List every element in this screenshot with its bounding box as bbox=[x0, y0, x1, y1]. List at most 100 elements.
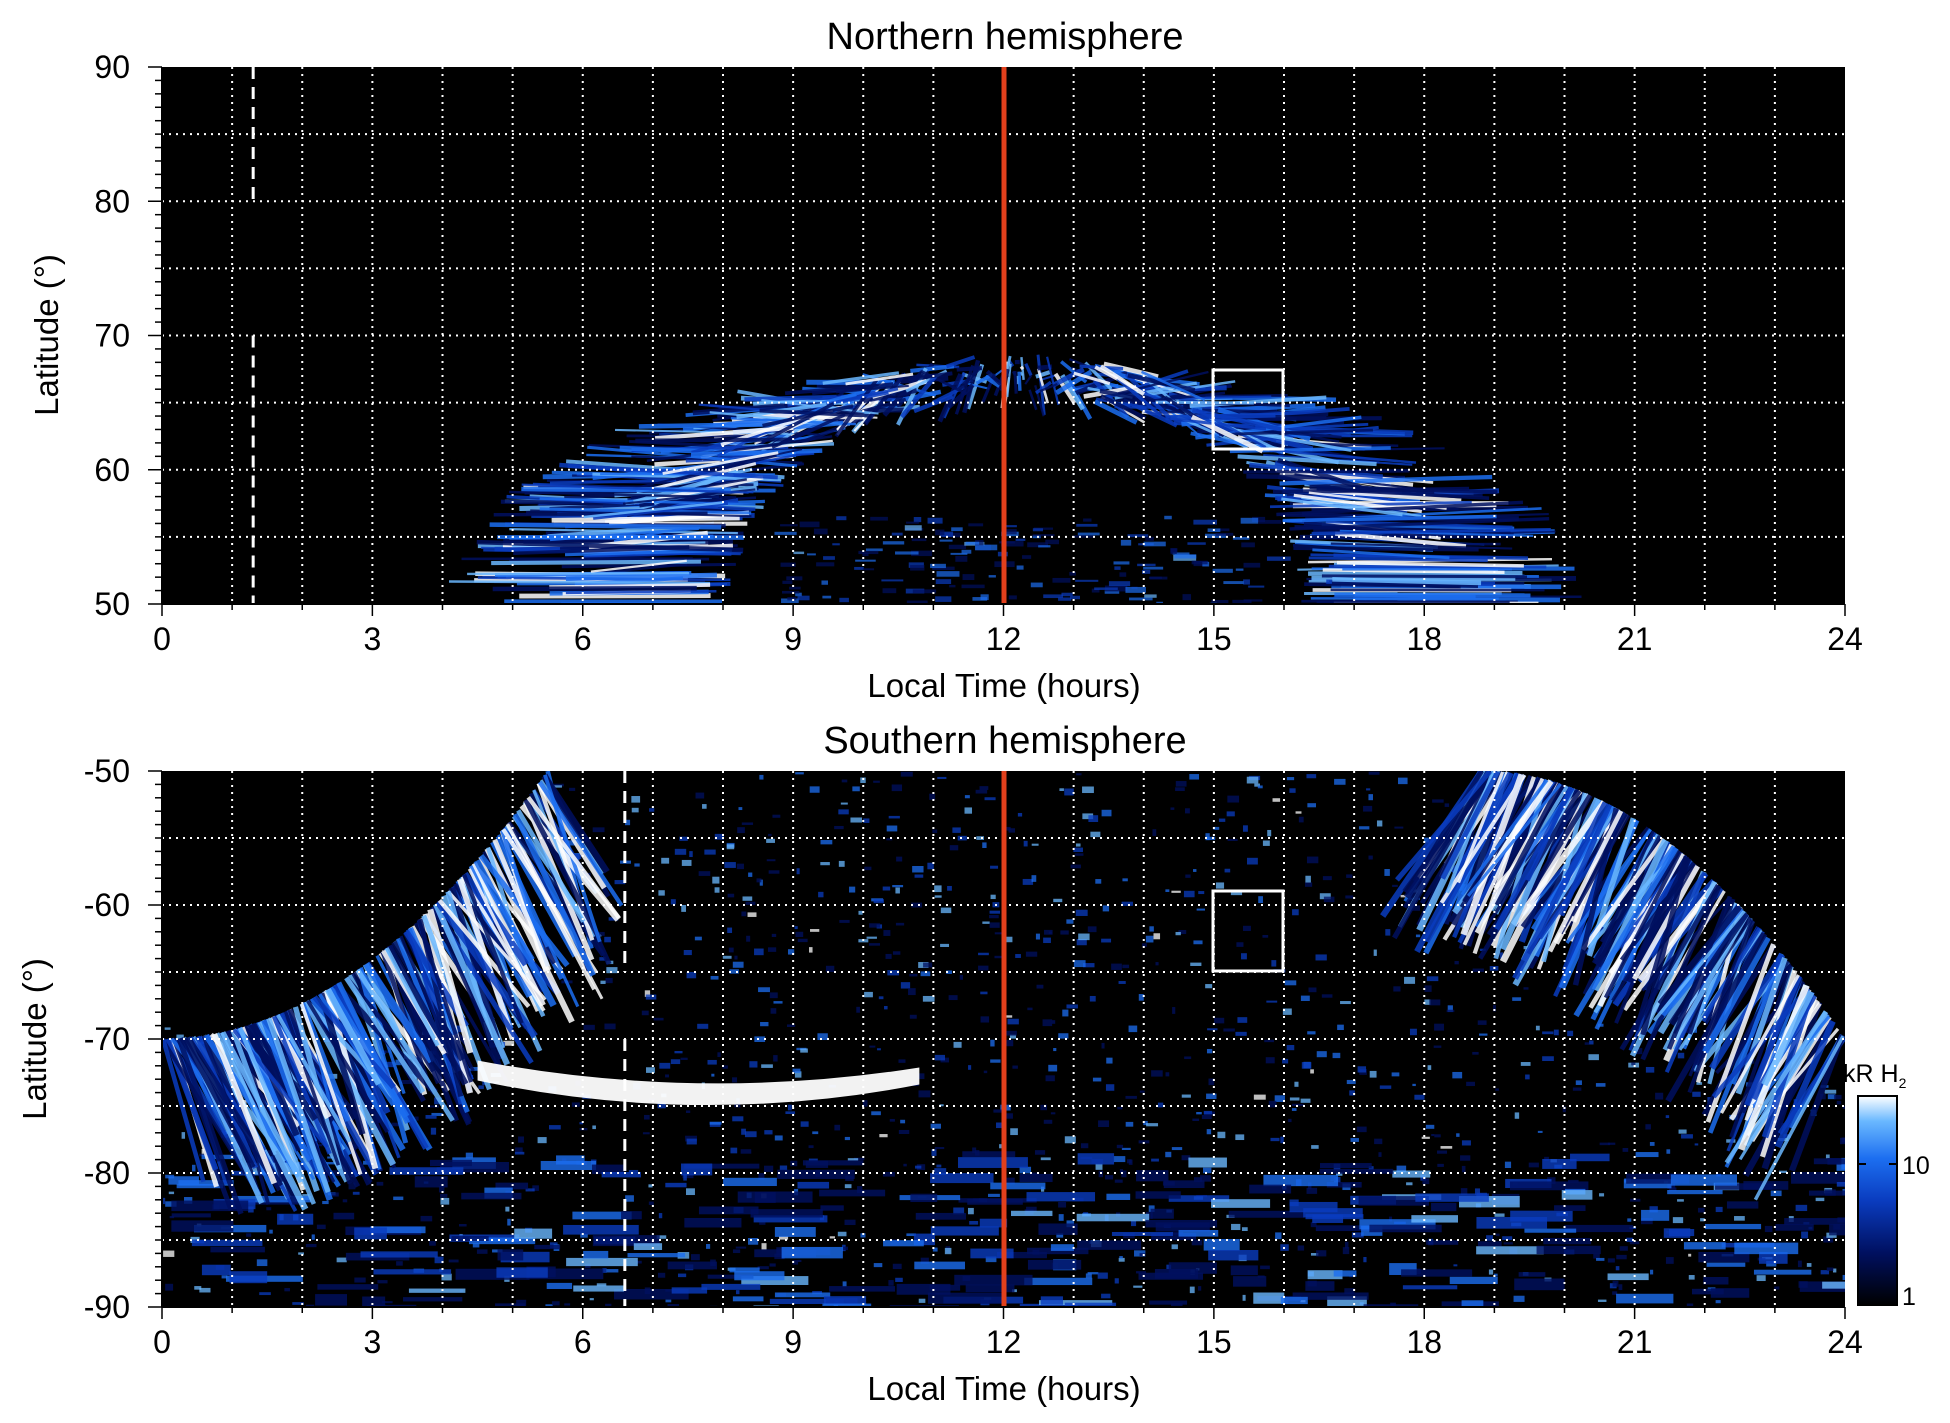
emission-arc bbox=[1477, 1241, 1502, 1247]
emission-speckle bbox=[877, 1048, 881, 1051]
emission-streak bbox=[826, 387, 899, 406]
emission-speckle bbox=[1562, 1106, 1566, 1113]
emission-speckle bbox=[1178, 929, 1187, 935]
emission-speckle bbox=[940, 907, 952, 914]
south-box bbox=[1211, 889, 1285, 973]
emission-arc bbox=[1019, 1173, 1053, 1183]
emission-speckle bbox=[978, 952, 989, 956]
emission-streak bbox=[771, 413, 846, 449]
emission-arc bbox=[1280, 1296, 1308, 1305]
emission-speckle bbox=[1595, 1083, 1606, 1087]
emission-arc bbox=[1155, 1222, 1210, 1232]
emission-patch bbox=[961, 549, 972, 554]
emission-speckle bbox=[1404, 976, 1416, 984]
emission-speckle bbox=[1237, 1017, 1248, 1023]
emission-speckle bbox=[331, 1192, 339, 1197]
emission-speckle bbox=[710, 975, 719, 980]
emission-patch bbox=[1145, 536, 1154, 541]
emission-arc bbox=[1667, 1190, 1723, 1195]
emission-speckle bbox=[892, 951, 901, 955]
emission-speckle bbox=[879, 1134, 888, 1138]
emission-streak bbox=[1073, 371, 1111, 386]
emission-patch bbox=[939, 539, 953, 542]
emission-arc bbox=[741, 1276, 809, 1285]
emission-speckle bbox=[1025, 951, 1038, 957]
emission-streak bbox=[1282, 514, 1497, 523]
emission-speckle bbox=[895, 922, 905, 926]
emission-speckle bbox=[1121, 901, 1133, 906]
emission-speckle bbox=[1363, 805, 1373, 812]
emission-speckle bbox=[797, 938, 808, 943]
emission-speckle bbox=[1393, 986, 1401, 992]
x-tick-label: 3 bbox=[363, 1324, 381, 1360]
emission-speckle bbox=[900, 771, 913, 777]
emission-speckle bbox=[1425, 1124, 1435, 1129]
emission-left-band bbox=[512, 812, 596, 977]
emission-speckle bbox=[850, 817, 863, 823]
emission-speckle bbox=[514, 1151, 525, 1155]
emission-right-band bbox=[1454, 772, 1520, 872]
emission-speckle bbox=[766, 859, 776, 862]
emission-streak bbox=[822, 371, 900, 385]
emission-speckle bbox=[1764, 1225, 1773, 1233]
emission-patch bbox=[1083, 518, 1092, 522]
emission-arc bbox=[171, 1200, 249, 1212]
emission-speckle bbox=[1106, 1057, 1113, 1064]
emission-right-band bbox=[1559, 803, 1613, 917]
emission-patch bbox=[1006, 525, 1017, 528]
emission-streak bbox=[945, 355, 976, 369]
emission-speckle bbox=[1535, 1025, 1540, 1031]
emission-speckle bbox=[579, 1122, 584, 1125]
emission-speckle bbox=[1262, 840, 1270, 846]
emission-arc bbox=[176, 1183, 224, 1189]
emission-arc bbox=[1076, 1213, 1150, 1222]
emission-speckle bbox=[844, 1136, 850, 1141]
emission-patch bbox=[1127, 534, 1149, 538]
emission-arc bbox=[1168, 1262, 1217, 1274]
emission-right-band bbox=[1395, 771, 1492, 882]
emission-arc bbox=[1518, 1272, 1546, 1277]
emission-arc bbox=[1027, 1259, 1082, 1270]
emission-arc bbox=[540, 1160, 597, 1171]
south-axis-ticks bbox=[148, 770, 1846, 1319]
emission-speckle bbox=[658, 890, 665, 896]
emission-streak bbox=[1017, 371, 1022, 391]
emission-patch bbox=[1243, 579, 1250, 585]
emission-patch bbox=[1193, 519, 1218, 525]
emission-speckle bbox=[1392, 884, 1398, 887]
emission-speckle bbox=[1121, 1170, 1127, 1178]
emission-patch bbox=[795, 592, 802, 597]
emission-speckle bbox=[1694, 1143, 1699, 1146]
emission-speckle bbox=[1618, 1284, 1623, 1291]
emission-arc bbox=[1312, 1214, 1344, 1223]
emission-speckle bbox=[1512, 997, 1522, 1001]
emission-speckle bbox=[742, 896, 753, 901]
emission-speckle bbox=[1280, 1136, 1284, 1144]
emission-speckle bbox=[441, 1273, 452, 1281]
emission-speckle bbox=[959, 974, 963, 980]
emission-speckle bbox=[1783, 1134, 1791, 1139]
emission-speckle bbox=[759, 1222, 766, 1225]
emission-speckle bbox=[1064, 1136, 1076, 1144]
emission-arc bbox=[1168, 1195, 1230, 1202]
emission-left-band bbox=[437, 898, 531, 1009]
emission-patch bbox=[1243, 599, 1263, 602]
y-tick-label: -80 bbox=[84, 1155, 130, 1191]
emission-speckle bbox=[825, 965, 835, 973]
emission-arc bbox=[354, 1227, 387, 1240]
north-box bbox=[1211, 368, 1285, 451]
emission-speckle bbox=[809, 947, 813, 953]
emission-speckle bbox=[1396, 1165, 1407, 1173]
emission-speckle bbox=[1575, 1080, 1582, 1085]
emission-speckle bbox=[732, 1077, 738, 1083]
emission-arc bbox=[997, 1251, 1047, 1259]
emission-speckle bbox=[1820, 1093, 1826, 1100]
emission-arc bbox=[915, 1212, 967, 1220]
emission-speckle bbox=[1520, 1062, 1531, 1066]
emission-speckle bbox=[644, 990, 651, 997]
emission-patch bbox=[1114, 566, 1121, 570]
emission-speckle bbox=[1196, 1112, 1202, 1115]
emission-arc bbox=[1703, 1277, 1729, 1285]
emission-speckle bbox=[1205, 833, 1210, 841]
emission-speckle bbox=[1844, 1283, 1845, 1291]
